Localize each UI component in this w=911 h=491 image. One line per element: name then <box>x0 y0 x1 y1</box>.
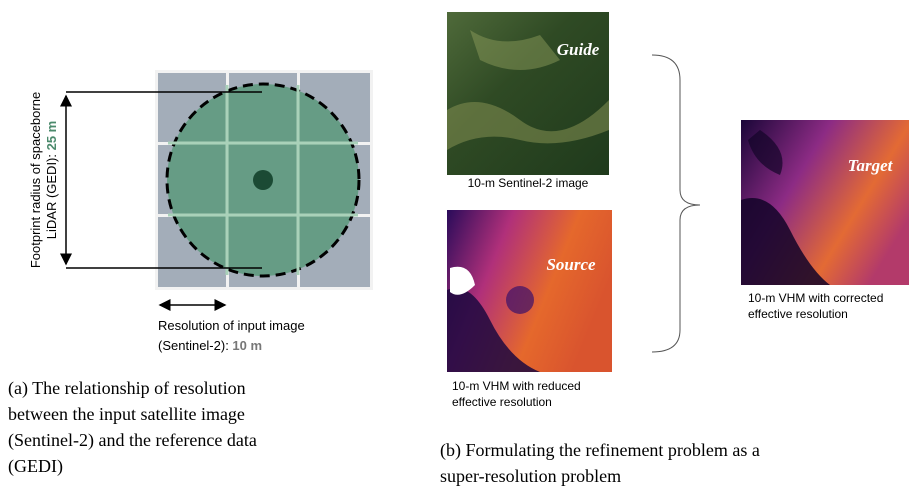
caption-a: (a) The relationship of resolution betwe… <box>8 378 257 477</box>
image-tag: Source <box>546 255 596 274</box>
footprint-label: Footprint radius of spaceborne <box>28 92 43 268</box>
image-caption: effective resolution <box>452 395 552 409</box>
panel-b: Guide 10-m Sentinel-2 image Source 10-m … <box>440 12 909 486</box>
image-caption: 10-m Sentinel-2 image <box>468 176 589 190</box>
text: LiDAR (GEDI): <box>44 150 59 239</box>
image-tag: Guide <box>557 40 600 59</box>
target-image: Target <box>741 120 909 285</box>
footprint-label: LiDAR (GEDI): 25 m <box>44 121 59 239</box>
center-dot <box>253 170 273 190</box>
caption-line: (b) Formulating the refinement problem a… <box>440 440 760 461</box>
source-image: Source <box>447 210 612 372</box>
caption-line: between the input satellite image <box>8 404 245 424</box>
text: 25 m <box>44 121 59 151</box>
panel-a: Footprint radius of spaceborne LiDAR (GE… <box>8 70 373 477</box>
caption-line: (a) The relationship of resolution <box>8 378 246 399</box>
image-caption: effective resolution <box>748 307 848 321</box>
resolution-label: (Sentinel-2): 10 m <box>158 338 262 353</box>
resolution-label: Resolution of input image <box>158 318 305 333</box>
image-caption: 10-m VHM with reduced <box>452 379 581 393</box>
caption-b: (b) Formulating the refinement problem a… <box>440 440 760 486</box>
brace <box>652 55 700 352</box>
guide-image: Guide <box>447 12 609 175</box>
image-caption: 10-m VHM with corrected <box>748 291 883 305</box>
caption-line: (GEDI) <box>8 456 63 477</box>
image-tag: Target <box>848 156 894 175</box>
text: (Sentinel-2): <box>158 338 232 353</box>
caption-line: (Sentinel-2) and the reference data <box>8 430 257 451</box>
text: Footprint radius of spaceborne <box>28 92 43 268</box>
figure: Footprint radius of spaceborne LiDAR (GE… <box>0 0 911 491</box>
caption-line: super-resolution problem <box>440 466 621 486</box>
text: 10 m <box>232 338 262 353</box>
